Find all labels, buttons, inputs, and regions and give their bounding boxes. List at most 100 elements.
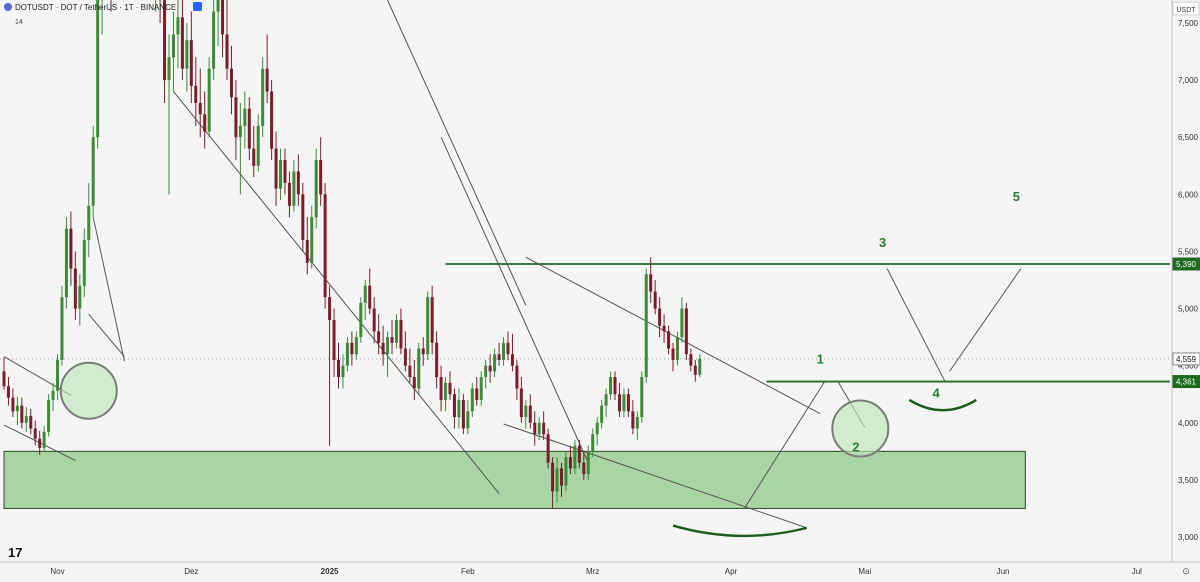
candle — [65, 217, 68, 308]
candle-body — [96, 0, 99, 137]
candle-body — [283, 160, 286, 183]
candle-body — [386, 337, 389, 354]
candle-body — [212, 12, 215, 69]
candle-body — [493, 354, 496, 371]
price-tick-label: 5,500 — [1178, 247, 1199, 256]
candle-body — [257, 126, 260, 166]
candle-body — [60, 297, 63, 360]
price-badge-label: 5,390 — [1176, 260, 1197, 269]
tradingview-logo-icon[interactable]: 17 — [8, 545, 22, 560]
candle — [96, 0, 99, 149]
price-badge-label: 4,361 — [1176, 378, 1197, 387]
candle-body — [698, 359, 701, 375]
price-tick-label: 3,500 — [1178, 476, 1199, 485]
candle-body — [605, 394, 608, 405]
candle-body — [631, 411, 634, 428]
candle-body — [301, 194, 304, 240]
candle-body — [663, 326, 666, 332]
candle-body — [609, 377, 612, 394]
candle-body — [502, 343, 505, 360]
price-tick-label: 5,000 — [1178, 305, 1199, 314]
price-tick-label: 4,000 — [1178, 419, 1199, 428]
candle-body — [520, 389, 523, 418]
candle-body — [346, 343, 349, 366]
candle-body — [69, 229, 72, 269]
candle — [645, 269, 648, 383]
candle-body — [168, 57, 171, 80]
candle-body — [435, 343, 438, 377]
candle-body — [368, 286, 371, 309]
candle — [315, 149, 318, 229]
candle-body — [573, 446, 576, 469]
candle-body — [324, 194, 327, 297]
candle-body — [591, 434, 594, 451]
candle — [324, 183, 327, 309]
symbol-info[interactable]: DOTUSDT · DOT / TetherUS · 1T · BINANCE — [15, 3, 176, 12]
candle-body — [426, 297, 429, 354]
candle-body — [359, 303, 362, 337]
candle-body — [185, 40, 188, 69]
demand-zone — [4, 451, 1025, 508]
candle-body — [484, 366, 487, 377]
candle — [426, 291, 429, 360]
candle-body — [203, 114, 206, 131]
candle — [685, 303, 688, 360]
candle-body — [408, 366, 411, 377]
candle-body — [680, 309, 683, 338]
candle-body — [417, 349, 420, 389]
candle-body — [515, 366, 518, 389]
candle-body — [506, 343, 509, 354]
candle-body — [310, 217, 313, 263]
candle-body — [172, 34, 175, 57]
candle-body — [622, 394, 625, 411]
candle-body — [306, 240, 309, 263]
price-tick-label: 3,000 — [1178, 533, 1199, 542]
candle-body — [292, 171, 295, 205]
candle-body — [7, 386, 10, 397]
candle-body — [221, 0, 224, 34]
candle-body — [243, 109, 246, 126]
candle-body — [83, 240, 86, 286]
candle-body — [34, 428, 37, 438]
wave-label: 4 — [933, 386, 941, 401]
candle-body — [333, 320, 336, 360]
candle-body — [377, 331, 380, 342]
currency-label: USDT — [1176, 7, 1196, 14]
candle-body — [694, 366, 697, 375]
candle-body — [208, 69, 211, 132]
time-tick-label: Mrz — [586, 567, 599, 576]
candle-body — [475, 389, 478, 400]
candle — [564, 451, 567, 491]
time-tick-label: Mai — [858, 567, 871, 576]
time-axis-panel[interactable] — [0, 562, 1200, 577]
candle-body — [667, 331, 670, 348]
candle-body — [404, 349, 407, 366]
price-tick-label: 6,000 — [1178, 190, 1199, 199]
candle-body — [181, 17, 184, 68]
candle-body — [645, 274, 648, 377]
candle-body — [25, 416, 28, 423]
candle — [208, 57, 211, 137]
price-badge-label: 4,559 — [1176, 355, 1197, 364]
candle-body — [596, 423, 599, 434]
candle-body — [328, 297, 331, 320]
candle-body — [364, 286, 367, 303]
candle-body — [355, 337, 358, 354]
candle-body — [640, 377, 643, 417]
time-tick-label: Feb — [461, 567, 475, 576]
candle-body — [627, 394, 630, 411]
candle-body — [636, 417, 639, 428]
candle-body — [556, 468, 559, 491]
candle-body — [480, 377, 483, 400]
candle-body — [279, 160, 282, 189]
candle-body — [614, 377, 617, 394]
settings-icon[interactable]: ⊙ — [1182, 566, 1190, 576]
candle-body — [449, 383, 452, 394]
candle-body — [20, 406, 23, 423]
candle-body — [462, 400, 465, 429]
candle-body — [444, 383, 447, 400]
time-tick-label: Apr — [725, 567, 738, 576]
exchange-badge-icon — [193, 2, 202, 11]
price-tick-label: 7,500 — [1178, 19, 1199, 28]
